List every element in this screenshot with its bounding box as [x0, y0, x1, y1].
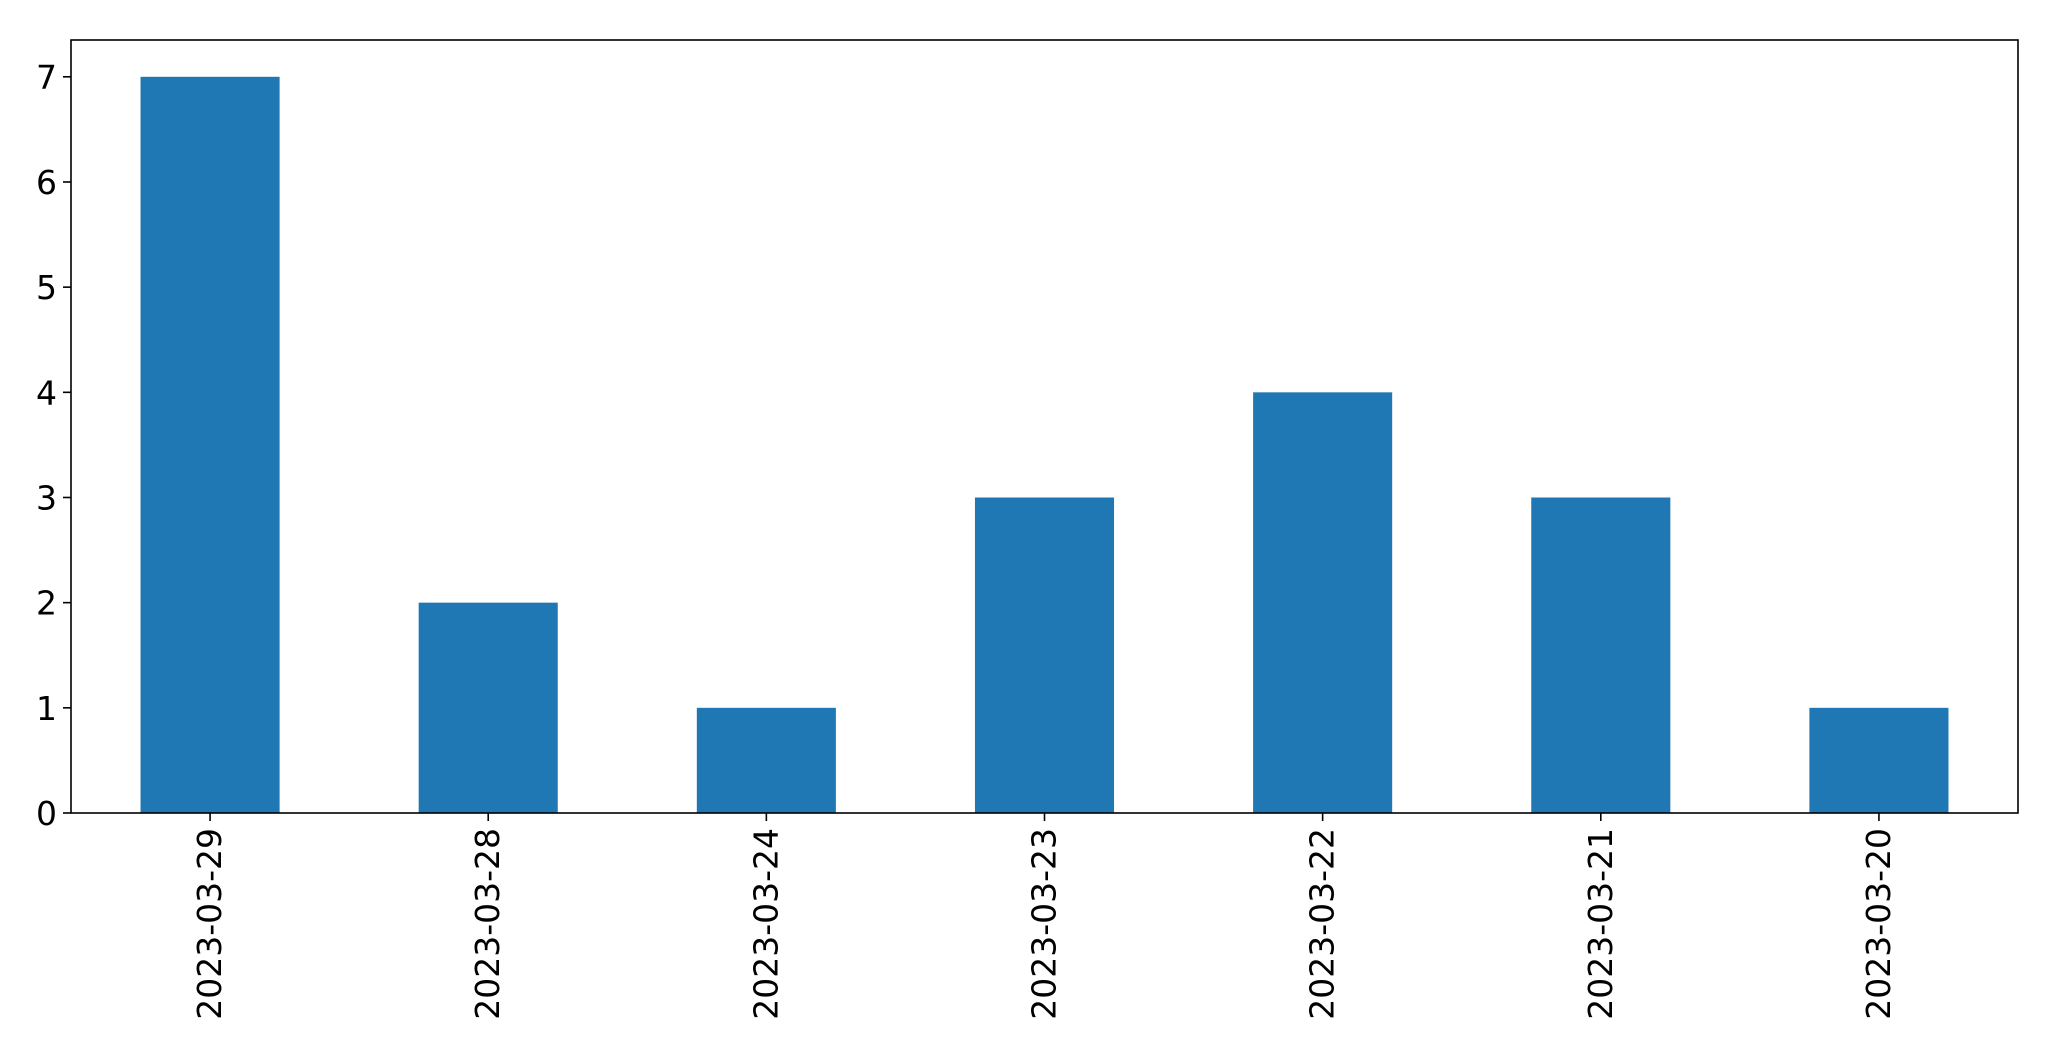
x-tick-label: 2023-03-20	[1859, 828, 1898, 1020]
bar-2023-03-29	[140, 76, 280, 814]
x-axis: 2023-03-29 2023-03-28 2023-03-24 2023-03-23…	[190, 813, 1898, 1020]
bar-2023-03-24	[696, 707, 836, 813]
x-tick-label: 2023-03-24	[746, 828, 785, 1020]
bar-2023-03-20	[1809, 707, 1949, 813]
x-tick-label: 2023-03-23	[1025, 828, 1064, 1020]
bar-2023-03-21	[1531, 497, 1671, 813]
y-axis: 0 1 2 3 4 5 6 7	[36, 58, 71, 833]
y-tick-label: 2	[36, 584, 57, 623]
x-tick-label: 2023-03-22	[1303, 828, 1342, 1020]
y-tick-label: 5	[36, 268, 57, 307]
y-tick-label: 3	[36, 478, 57, 517]
bar-2023-03-22	[1253, 392, 1393, 813]
x-tick-label: 2023-03-29	[190, 828, 229, 1020]
plot-frame	[70, 39, 2019, 814]
bar-2023-03-23	[974, 497, 1115, 813]
y-tick-label: 7	[36, 58, 57, 97]
y-tick-label: 6	[36, 163, 57, 202]
y-tick-label: 0	[36, 794, 57, 833]
bar-group	[140, 76, 1949, 814]
x-tick-label: 2023-03-28	[468, 828, 507, 1020]
y-tick-label: 4	[36, 373, 57, 412]
y-tick-label: 1	[36, 689, 57, 728]
x-tick-label: 2023-03-21	[1581, 828, 1620, 1020]
bar-2023-03-28	[418, 602, 558, 813]
